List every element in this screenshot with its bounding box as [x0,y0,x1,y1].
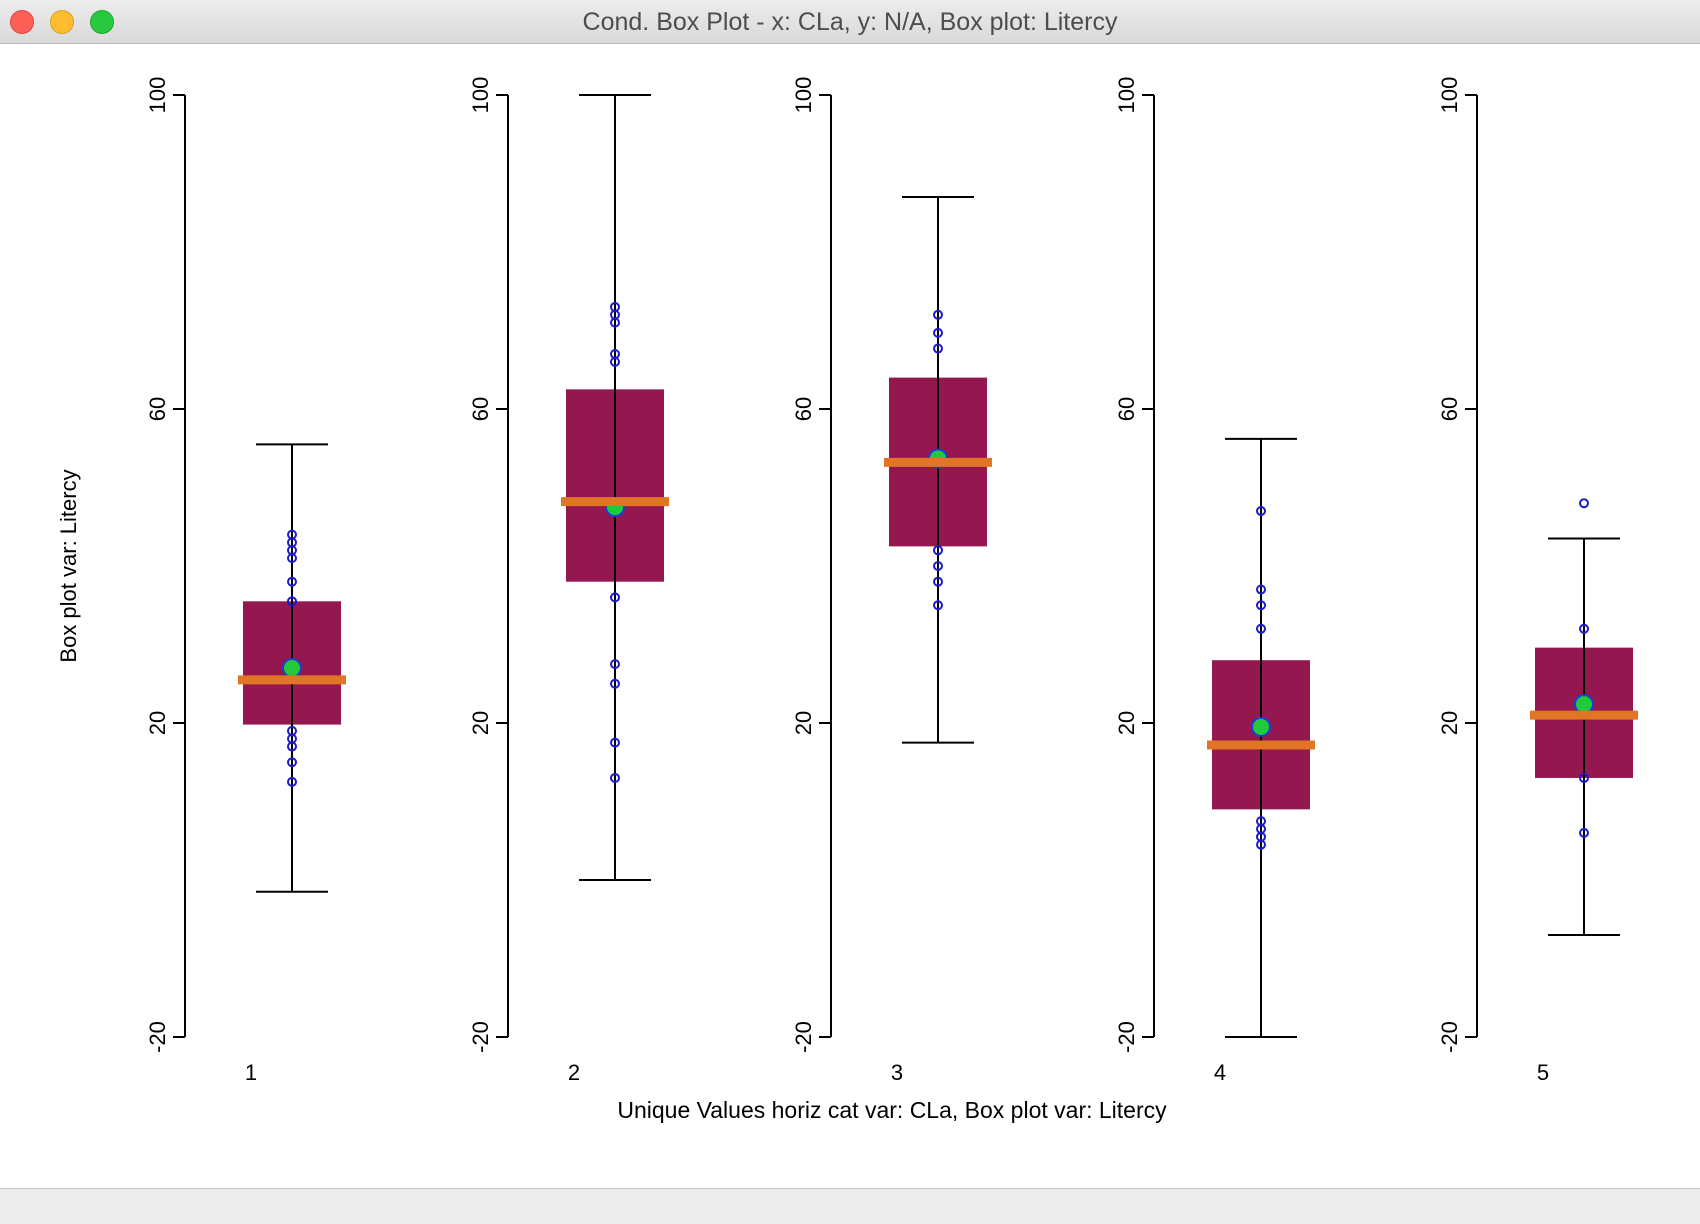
x-category-label: 3 [891,1060,903,1085]
data-point [610,317,620,328]
conditional-box-plot: Box plot var: Litercy Unique Values horiz… [56,77,1638,1123]
y-tick-label: 20 [468,711,493,735]
data-point [1256,584,1266,595]
y-tick-label: 20 [145,711,170,735]
y-tick-label: -20 [1114,1021,1139,1053]
mean-marker [282,658,302,679]
status-bar [0,1188,1700,1224]
mean-marker [1574,694,1594,715]
data-point [287,596,297,607]
data-point [933,561,943,571]
y-tick-label: -20 [468,1021,493,1053]
x-axis-title: Unique Values horiz cat var: CLa, Box pl… [617,1097,1167,1123]
x-category-label: 1 [245,1060,257,1085]
y-tick-label: 20 [1437,711,1462,735]
x-category-label: 2 [568,1060,580,1085]
close-window-button[interactable] [10,10,34,34]
y-tick-label: 100 [468,77,493,114]
data-point [610,356,620,367]
data-point [287,741,297,752]
data-point [287,553,297,564]
data-point [610,737,620,748]
y-tick-label: -20 [1437,1021,1462,1053]
y-tick-label: 60 [1114,397,1139,421]
y-tick-label: -20 [145,1021,170,1053]
x-category-label: 4 [1214,1060,1226,1085]
y-tick-label: 20 [1114,711,1139,735]
y-tick-label: 60 [1437,397,1462,421]
y-axis-title: Box plot var: Litercy [56,469,81,662]
title-bar: Cond. Box Plot - x: CLa, y: N/A, Box plo… [0,0,1700,44]
data-point [287,576,297,587]
y-tick-label: 100 [1437,77,1462,114]
data-point [610,772,620,783]
y-tick-label: 20 [791,711,816,735]
data-point [1579,623,1589,634]
window-title: Cond. Box Plot - x: CLa, y: N/A, Box plo… [582,8,1118,36]
data-point [1256,839,1266,850]
y-tick-label: 100 [145,77,170,114]
data-point [933,309,943,320]
data-point [933,600,943,611]
data-point [933,343,943,354]
y-tick-label: -20 [791,1021,816,1053]
maximize-window-button[interactable] [90,10,114,34]
data-point [1579,772,1589,783]
y-tick-label: 60 [468,397,493,421]
data-point [610,659,620,670]
y-tick-label: 100 [1114,77,1139,114]
x-category-label: 5 [1537,1060,1549,1085]
data-point [1256,506,1266,517]
data-point [287,776,297,787]
data-point [1579,827,1589,838]
y-tick-label: 100 [791,77,816,114]
data-point [1579,498,1589,509]
y-tick-label: 60 [791,397,816,421]
minimize-window-button[interactable] [50,10,74,34]
data-point [933,327,943,338]
data-point [1256,623,1266,634]
data-point [933,545,943,556]
mean-marker [1251,716,1271,737]
y-tick-label: 60 [145,397,170,421]
data-point [1256,600,1266,611]
data-point [287,757,297,768]
data-point [610,678,620,689]
data-point [610,592,620,603]
data-point [933,576,943,587]
